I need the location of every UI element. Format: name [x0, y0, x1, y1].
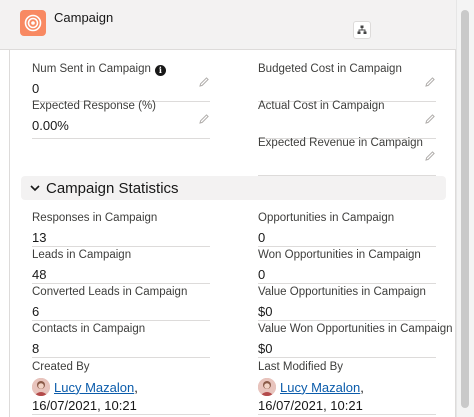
field-value: 6: [32, 303, 210, 321]
created-date: 16/07/2021, 10:21: [32, 397, 210, 415]
responses-field: Responses in Campaign 13: [32, 211, 210, 247]
field-label: Expected Response (%): [32, 100, 157, 112]
last-modified-by-field: Last Modified By Lucy Mazalon, 16/07/202…: [258, 360, 436, 415]
contacts-field: Contacts in Campaign 8: [32, 322, 210, 358]
campaign-statistics-section-toggle[interactable]: Campaign Statistics: [21, 176, 446, 200]
record-title: Campaign: [54, 10, 114, 25]
hierarchy-icon: [357, 25, 367, 34]
field-label: Expected Revenue in Campaign: [258, 137, 423, 149]
field-label: Responses in Campaign: [32, 212, 158, 224]
field-value: 0: [258, 266, 436, 284]
section-title: Campaign Statistics: [46, 180, 179, 197]
modified-date: 16/07/2021, 10:21: [258, 397, 436, 415]
field-label: Converted Leads in Campaign: [32, 286, 188, 298]
budgeted-cost-field: Budgeted Cost in Campaign: [258, 62, 436, 102]
won-opportunities-field: Won Opportunities in Campaign 0: [258, 248, 436, 284]
separator-comma: ,: [360, 379, 364, 395]
modified-by-user-link[interactable]: Lucy Mazalon: [280, 379, 361, 395]
value-won-opportunities-field: Value Won Opportunities in Campaign $0: [258, 322, 453, 358]
field-label: Actual Cost in Campaign: [258, 100, 385, 112]
pencil-icon[interactable]: [424, 113, 436, 125]
field-value: 0: [32, 81, 40, 96]
field-value: 0: [258, 229, 436, 247]
record-detail-card: Num Sent in Campaign i 0 Expected Respons…: [9, 50, 456, 417]
converted-leads-field: Converted Leads in Campaign 6: [32, 285, 210, 321]
chevron-down-icon: [30, 185, 40, 192]
field-value: [258, 154, 436, 172]
num-sent-field: Num Sent in Campaign i 0: [32, 62, 210, 102]
record-header: Campaign: [0, 0, 456, 50]
field-label: Value Won Opportunities in Campaign: [258, 323, 453, 335]
field-label: Num Sent in Campaign: [32, 63, 151, 75]
field-label: Last Modified By: [258, 361, 344, 373]
field-label: Value Opportunities in Campaign: [258, 286, 426, 298]
field-value: 13: [32, 229, 210, 247]
pencil-icon[interactable]: [198, 113, 210, 125]
field-label: Opportunities in Campaign: [258, 212, 395, 224]
hierarchy-button[interactable]: [353, 21, 371, 39]
pencil-icon[interactable]: [424, 76, 436, 88]
field-value: [258, 80, 436, 98]
leads-field: Leads in Campaign 48: [32, 248, 210, 284]
field-value: [258, 117, 436, 135]
field-value: 48: [32, 266, 210, 284]
field-label: Leads in Campaign: [32, 249, 132, 261]
info-icon[interactable]: i: [154, 65, 166, 76]
field-label: Budgeted Cost in Campaign: [258, 63, 402, 75]
created-by-user-link[interactable]: Lucy Mazalon: [54, 379, 135, 395]
opportunities-field: Opportunities in Campaign 0: [258, 211, 436, 247]
field-value: $0: [258, 303, 436, 321]
value-opportunities-field: Value Opportunities in Campaign $0: [258, 285, 436, 321]
expected-revenue-field: Expected Revenue in Campaign: [258, 136, 436, 176]
campaign-target-icon: [20, 10, 46, 36]
expected-response-field: Expected Response (%) 0.00%: [32, 99, 210, 139]
scrollbar[interactable]: [456, 0, 474, 417]
separator-comma: ,: [134, 379, 138, 395]
pencil-icon[interactable]: [198, 76, 210, 88]
field-value: 8: [32, 340, 210, 358]
avatar[interactable]: [32, 378, 50, 396]
actual-cost-field: Actual Cost in Campaign: [258, 99, 436, 139]
avatar[interactable]: [258, 378, 276, 396]
field-label: Won Opportunities in Campaign: [258, 249, 421, 261]
field-value: 0.00%: [32, 118, 69, 133]
created-by-field: Created By Lucy Mazalon, 16/07/2021, 10:…: [32, 360, 210, 415]
field-label: Created By: [32, 361, 90, 373]
scrollbar-thumb[interactable]: [461, 10, 469, 408]
field-label: Contacts in Campaign: [32, 323, 146, 335]
field-value: $0: [258, 340, 436, 358]
pencil-icon[interactable]: [424, 150, 436, 162]
